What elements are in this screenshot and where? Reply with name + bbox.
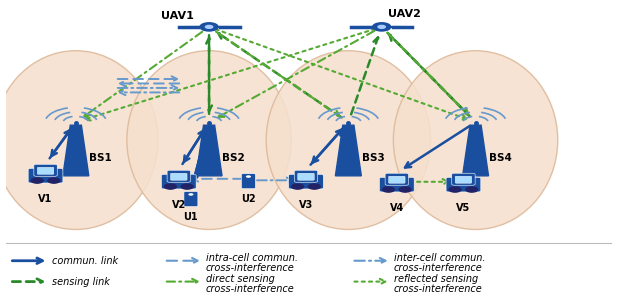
Circle shape bbox=[399, 186, 412, 193]
Circle shape bbox=[188, 193, 193, 196]
Ellipse shape bbox=[127, 51, 291, 230]
Polygon shape bbox=[196, 125, 222, 176]
FancyBboxPatch shape bbox=[289, 174, 323, 189]
Text: V5: V5 bbox=[456, 203, 470, 212]
FancyBboxPatch shape bbox=[28, 168, 63, 183]
Polygon shape bbox=[463, 125, 488, 176]
Ellipse shape bbox=[394, 51, 557, 230]
FancyBboxPatch shape bbox=[452, 173, 475, 185]
Text: sensing link: sensing link bbox=[52, 277, 109, 287]
Text: UAV1: UAV1 bbox=[161, 11, 194, 21]
FancyBboxPatch shape bbox=[385, 173, 408, 185]
Text: commun. link: commun. link bbox=[52, 256, 117, 266]
Text: cross-interference: cross-interference bbox=[394, 284, 483, 294]
FancyBboxPatch shape bbox=[171, 173, 187, 180]
Text: BS4: BS4 bbox=[489, 153, 512, 163]
FancyBboxPatch shape bbox=[161, 174, 196, 189]
Ellipse shape bbox=[266, 51, 431, 230]
Text: direct sensing: direct sensing bbox=[206, 274, 275, 284]
Circle shape bbox=[291, 183, 304, 190]
Text: BS3: BS3 bbox=[362, 153, 384, 163]
FancyBboxPatch shape bbox=[167, 170, 190, 182]
Circle shape bbox=[47, 177, 61, 184]
Circle shape bbox=[382, 186, 395, 193]
Text: V1: V1 bbox=[38, 194, 53, 204]
Text: cross-interference: cross-interference bbox=[206, 284, 295, 294]
FancyBboxPatch shape bbox=[37, 167, 54, 174]
FancyBboxPatch shape bbox=[455, 176, 472, 183]
Text: U1: U1 bbox=[184, 212, 198, 222]
Text: V3: V3 bbox=[299, 200, 313, 210]
Circle shape bbox=[246, 175, 251, 178]
Polygon shape bbox=[336, 125, 362, 176]
Text: cross-interference: cross-interference bbox=[394, 263, 483, 273]
Text: inter-cell commun.: inter-cell commun. bbox=[394, 253, 485, 263]
Circle shape bbox=[30, 177, 44, 184]
Polygon shape bbox=[63, 125, 89, 176]
Circle shape bbox=[377, 25, 386, 29]
Circle shape bbox=[205, 25, 213, 29]
Text: reflected sensing: reflected sensing bbox=[394, 274, 478, 284]
Text: BS2: BS2 bbox=[222, 153, 245, 163]
Circle shape bbox=[180, 183, 194, 190]
FancyBboxPatch shape bbox=[184, 192, 198, 206]
Circle shape bbox=[372, 22, 391, 32]
Text: U2: U2 bbox=[241, 194, 256, 204]
FancyBboxPatch shape bbox=[446, 177, 481, 192]
Text: UAV2: UAV2 bbox=[387, 9, 421, 19]
FancyBboxPatch shape bbox=[298, 173, 314, 180]
Circle shape bbox=[449, 186, 462, 193]
Text: V4: V4 bbox=[390, 203, 404, 212]
Circle shape bbox=[465, 186, 478, 193]
Text: BS1: BS1 bbox=[89, 153, 112, 163]
Text: V2: V2 bbox=[172, 200, 186, 210]
FancyBboxPatch shape bbox=[242, 174, 255, 189]
Text: intra-cell commun.: intra-cell commun. bbox=[206, 253, 298, 263]
FancyBboxPatch shape bbox=[379, 177, 414, 192]
Circle shape bbox=[199, 22, 219, 32]
Circle shape bbox=[164, 183, 177, 190]
FancyBboxPatch shape bbox=[294, 170, 318, 182]
Text: cross-interference: cross-interference bbox=[206, 263, 295, 273]
Ellipse shape bbox=[0, 51, 158, 230]
FancyBboxPatch shape bbox=[34, 164, 57, 176]
Circle shape bbox=[308, 183, 321, 190]
FancyBboxPatch shape bbox=[389, 176, 405, 183]
